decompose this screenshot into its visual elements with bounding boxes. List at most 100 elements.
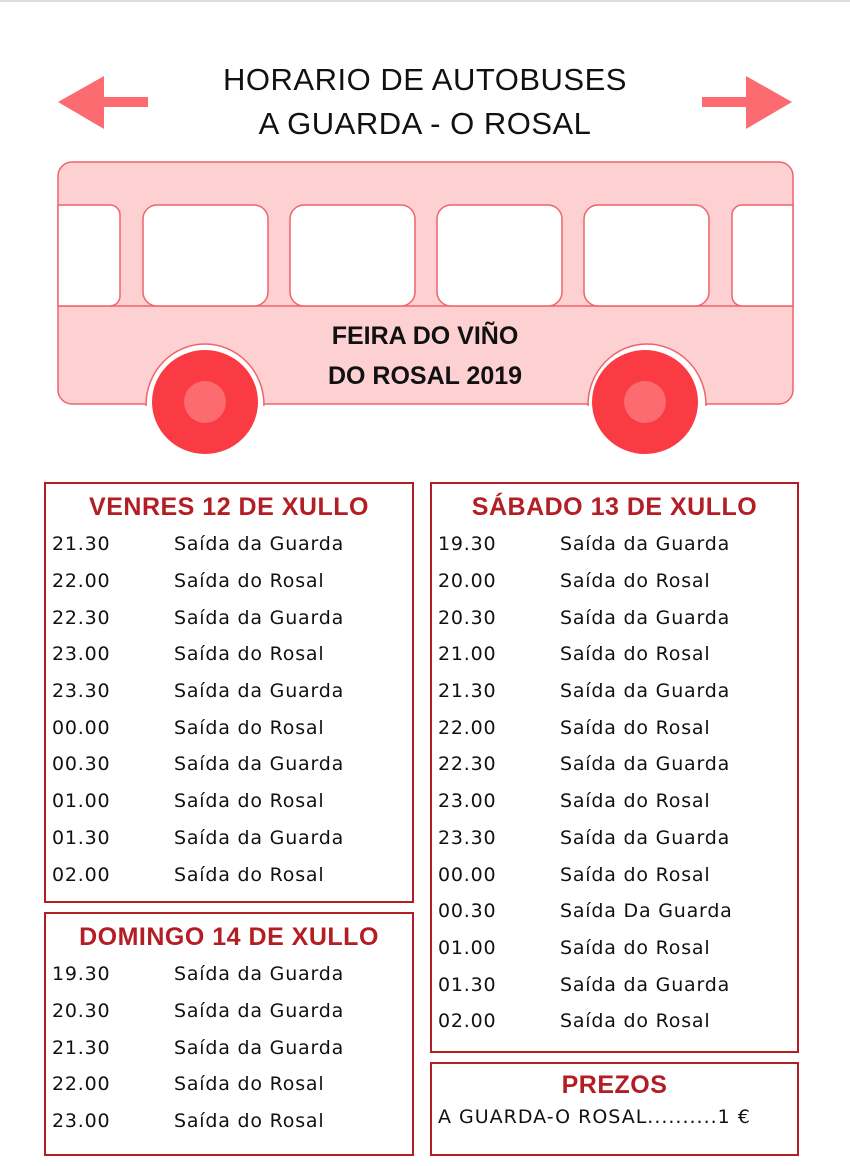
bus-text-line2: DO ROSAL 2019	[327, 362, 523, 390]
arrow-right-icon	[702, 76, 792, 129]
departure-description: Saída do Rosal	[560, 1010, 711, 1033]
schedule-row: 20.30 Saída da Guarda	[432, 599, 797, 636]
bus-illustration	[57, 76, 794, 454]
departure-time: 20.30	[438, 606, 497, 629]
departure-description: Saída do Rosal	[560, 716, 711, 739]
departure-description: Saída do Rosal	[560, 790, 711, 813]
page-title-line1: HORARIO DE AUTOBUSES	[223, 62, 627, 97]
schedule-row: 22.00 Saída do Rosal	[432, 709, 797, 746]
departure-time: 21.00	[438, 643, 497, 666]
departure-time: 01.00	[438, 936, 497, 959]
departure-description: Saída do Rosal	[174, 863, 325, 886]
wheel-left	[152, 350, 258, 454]
schedule-row: 22.30 Saída da Guarda	[432, 746, 797, 783]
departure-description: Saída do Rosal	[560, 863, 711, 886]
schedule-domingo: DOMINGO 14 DE XULLO 19.30 Saída da Guarda…	[44, 912, 414, 1156]
schedule-row: 00.00 Saída do Rosal	[46, 709, 412, 746]
section-title: DOMINGO 14 DE XULLO	[79, 923, 379, 951]
schedule-row: 01.00 Saída do Rosal	[432, 930, 797, 967]
departure-time: 02.00	[438, 1010, 497, 1033]
page-title-line2: A GUARDA - O ROSAL	[258, 106, 592, 141]
departure-description: Saída do Rosal	[560, 570, 711, 593]
departure-time: 19.30	[438, 533, 497, 556]
schedule-row: 00.30 Saída Da Guarda	[432, 893, 797, 930]
departure-time: 23.30	[438, 826, 497, 849]
schedule-row: 23.30 Saída da Guarda	[432, 820, 797, 857]
departure-time: 00.00	[52, 716, 111, 739]
schedule-row: 00.30 Saída da Guarda	[46, 746, 412, 783]
schedule-row: 20.30 Saída da Guarda	[46, 993, 412, 1030]
departure-description: Saída do Rosal	[174, 716, 325, 739]
schedule-row: 23.00 Saída do Rosal	[46, 1103, 412, 1140]
schedule-row: 21.00 Saída do Rosal	[432, 636, 797, 673]
departure-description: Saída do Rosal	[174, 1110, 325, 1133]
departure-time: 00.00	[438, 863, 497, 886]
top-border	[0, 0, 850, 2]
departure-time: 23.00	[52, 1110, 111, 1133]
section-title: SÁBADO 13 DE XULLO	[471, 493, 758, 521]
arrow-left-icon	[58, 76, 148, 129]
departure-time: 00.30	[52, 753, 111, 776]
schedule-venres: VENRES 12 DE XULLO 21.30 Saída da Guarda 2…	[44, 482, 414, 903]
departure-description: Saída da Guarda	[174, 533, 345, 556]
price-line: A GUARDA-O ROSAL..........1 €	[438, 1106, 751, 1128]
departure-time: 21.30	[52, 533, 111, 556]
departure-time: 19.30	[52, 963, 111, 986]
departure-time: 22.30	[438, 753, 497, 776]
departure-time: 22.00	[52, 1073, 111, 1096]
departure-description: Saída da Guarda	[174, 1036, 345, 1059]
departure-description: Saída da Guarda	[174, 680, 345, 703]
departure-time: 23.30	[52, 680, 111, 703]
departure-description: Saída da Guarda	[560, 826, 731, 849]
schedule-row: 21.30 Saída da Guarda	[46, 526, 412, 563]
departure-description: Saída do Rosal	[560, 936, 711, 959]
departure-time: 21.30	[438, 680, 497, 703]
departure-description: Saída da Guarda	[560, 753, 731, 776]
schedule-row: 02.00 Saída do Rosal	[46, 856, 412, 893]
wheel-right	[592, 350, 698, 454]
departure-time: 00.30	[438, 900, 497, 923]
section-title: VENRES 12 DE XULLO	[89, 493, 369, 521]
departure-description: Saída da Guarda	[174, 1000, 345, 1023]
schedule-row: 19.30 Saída da Guarda	[46, 956, 412, 993]
departure-description: Saída da Guarda	[174, 963, 345, 986]
schedule-row: 02.00 Saída do Rosal	[432, 1003, 797, 1040]
schedule-row: 01.30 Saída da Guarda	[432, 966, 797, 1003]
schedule-row: 19.30 Saída da Guarda	[432, 526, 797, 563]
departure-description: Saída do Rosal	[174, 1073, 325, 1096]
departure-time: 01.30	[438, 973, 497, 996]
departure-description: Saída da Guarda	[174, 753, 345, 776]
departure-description: Saída do Rosal	[174, 790, 325, 813]
departure-time: 02.00	[52, 863, 111, 886]
departure-time: 01.00	[52, 790, 111, 813]
departure-description: Saída Da Guarda	[560, 900, 733, 923]
departure-description: Saída da Guarda	[560, 606, 731, 629]
schedule-row: 21.30 Saída da Guarda	[46, 1029, 412, 1066]
schedule-row: 21.30 Saída da Guarda	[432, 673, 797, 710]
schedule-sabado: SÁBADO 13 DE XULLO 19.30 Saída da Guarda 2…	[430, 482, 799, 1053]
departure-description: Saída do Rosal	[174, 570, 325, 593]
departure-time: 22.00	[52, 570, 111, 593]
departure-time: 22.30	[52, 606, 111, 629]
departure-description: Saída da Guarda	[174, 606, 345, 629]
schedule-row: 23.00 Saída do Rosal	[46, 636, 412, 673]
schedule-row: 22.30 Saída da Guarda	[46, 599, 412, 636]
prices-box: PREZOS A GUARDA-O ROSAL..........1 €	[430, 1062, 799, 1156]
departure-time: 23.00	[438, 790, 497, 813]
schedule-row: 23.30 Saída da Guarda	[46, 673, 412, 710]
departure-description: Saída da Guarda	[560, 533, 731, 556]
departure-description: Saída do Rosal	[560, 643, 711, 666]
bus-text-line1: FEIRA DO VIÑO	[331, 322, 519, 350]
departure-time: 21.30	[52, 1036, 111, 1059]
schedule-row: 23.00 Saída do Rosal	[432, 783, 797, 820]
departure-description: Saída da Guarda	[560, 973, 731, 996]
schedule-row: 01.00 Saída do Rosal	[46, 783, 412, 820]
schedule-row: 01.30 Saída da Guarda	[46, 820, 412, 857]
schedule-row: 00.00 Saída do Rosal	[432, 856, 797, 893]
departure-description: Saída do Rosal	[174, 643, 325, 666]
departure-description: Saída da Guarda	[560, 680, 731, 703]
departure-description: Saída da Guarda	[174, 826, 345, 849]
departure-time: 20.00	[438, 570, 497, 593]
departure-time: 20.30	[52, 1000, 111, 1023]
schedule-row: 22.00 Saída do Rosal	[46, 1066, 412, 1103]
